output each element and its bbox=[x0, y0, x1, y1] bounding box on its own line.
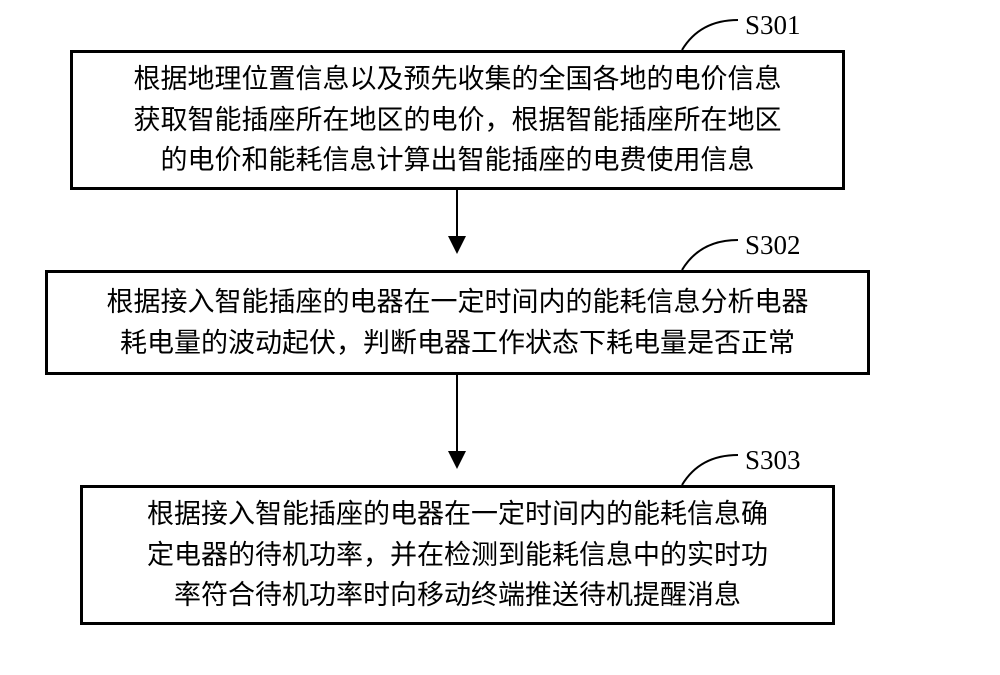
arrow-s302-s303 bbox=[456, 375, 458, 467]
label-s302: S302 bbox=[745, 230, 801, 261]
node-s303-text: 根据接入智能插座的电器在一定时间内的能耗信息确 定电器的待机功率，并在检测到能耗… bbox=[147, 494, 768, 616]
node-s301-text: 根据地理位置信息以及预先收集的全国各地的电价信息 获取智能插座所在地区的电价，根… bbox=[134, 59, 782, 181]
node-s303: 根据接入智能插座的电器在一定时间内的能耗信息确 定电器的待机功率，并在检测到能耗… bbox=[80, 485, 835, 625]
flowchart-container: 根据地理位置信息以及预先收集的全国各地的电价信息 获取智能插座所在地区的电价，根… bbox=[0, 0, 1000, 675]
label-s303: S303 bbox=[745, 445, 801, 476]
label-s301: S301 bbox=[745, 10, 801, 41]
node-s302: 根据接入智能插座的电器在一定时间内的能耗信息分析电器 耗电量的波动起伏，判断电器… bbox=[45, 270, 870, 375]
node-s301: 根据地理位置信息以及预先收集的全国各地的电价信息 获取智能插座所在地区的电价，根… bbox=[70, 50, 845, 190]
arrow-s301-s302 bbox=[456, 190, 458, 252]
node-s302-text: 根据接入智能插座的电器在一定时间内的能耗信息分析电器 耗电量的波动起伏，判断电器… bbox=[107, 282, 809, 363]
